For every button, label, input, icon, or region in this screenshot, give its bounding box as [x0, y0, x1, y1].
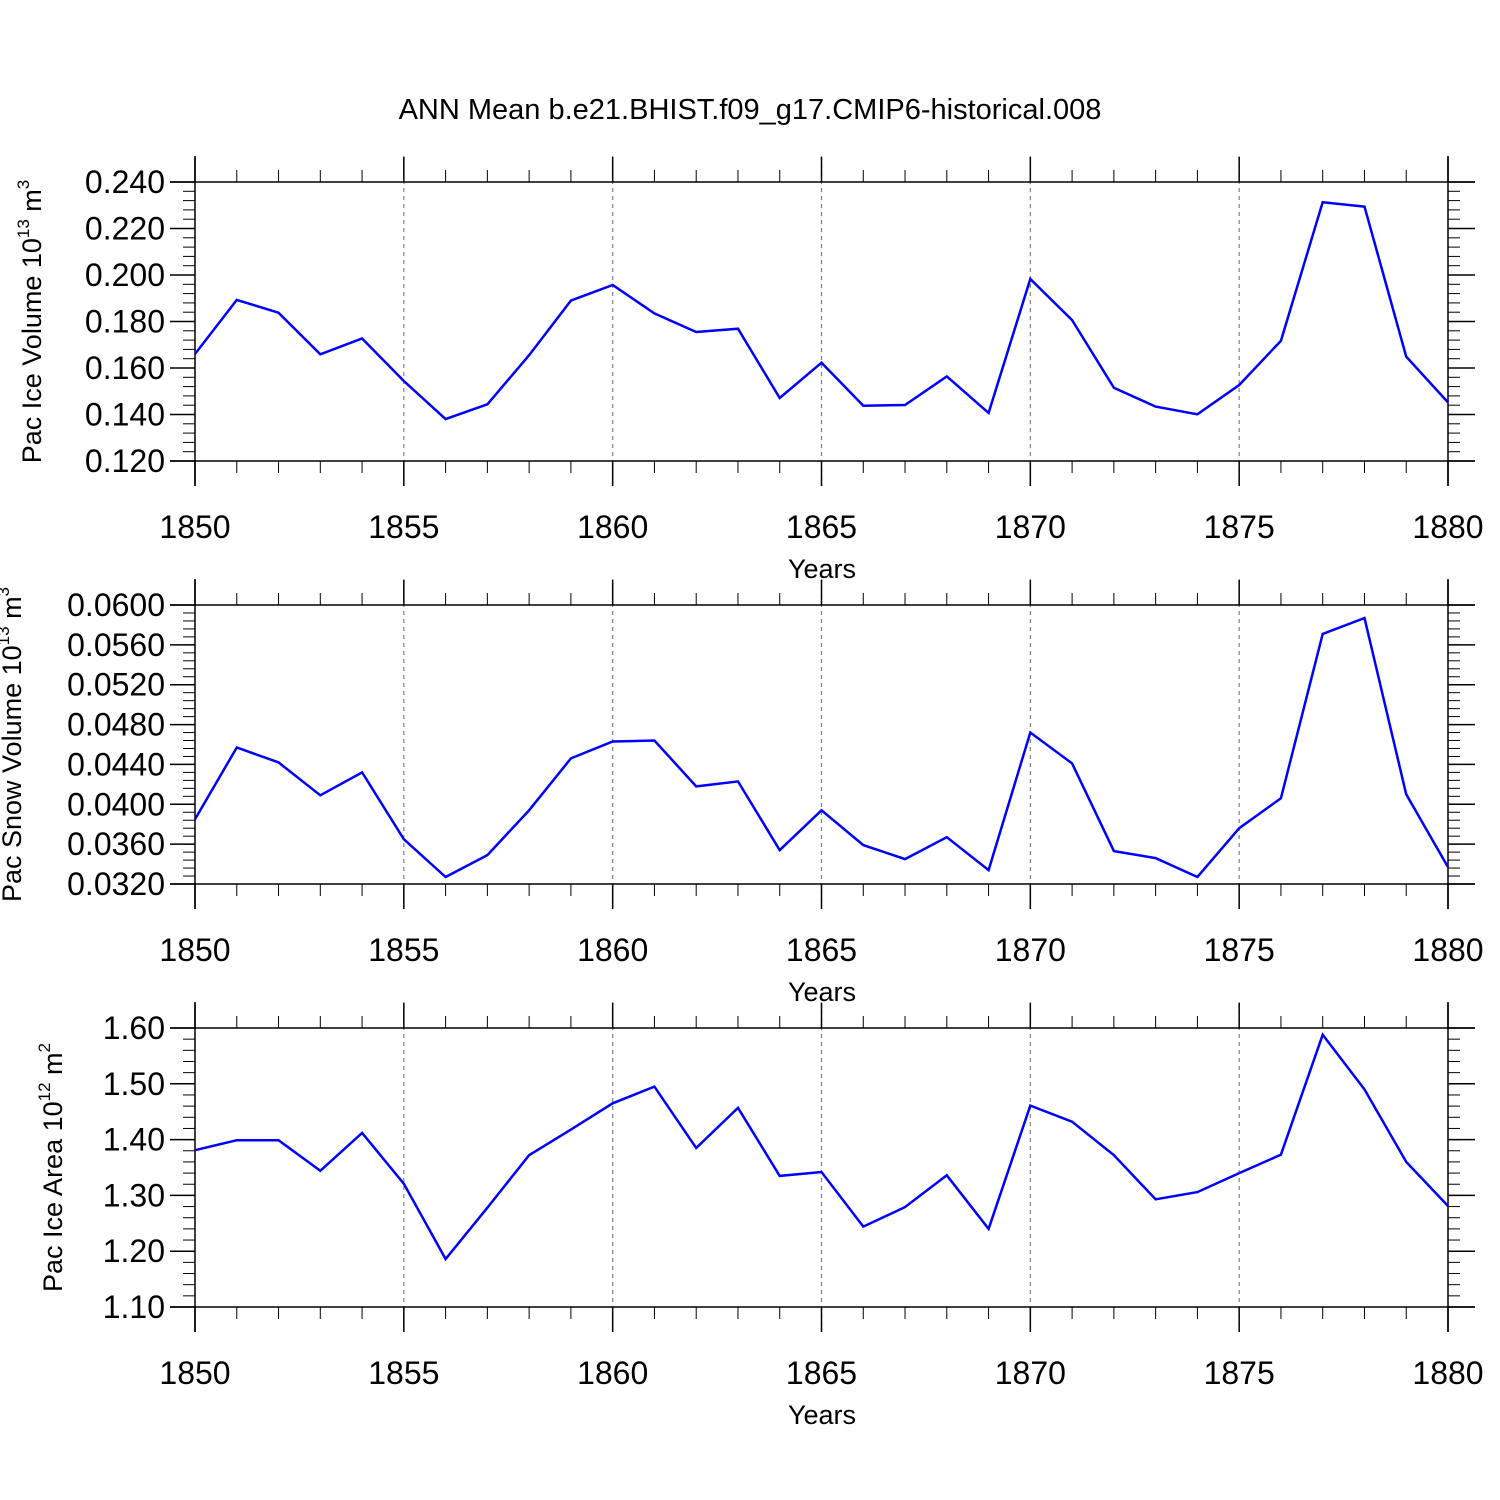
y-axis-label: Pac Snow Volume 1013 m3: [0, 587, 27, 902]
y-tick-label: 0.0560: [67, 627, 165, 663]
x-tick-label: 1855: [368, 932, 439, 968]
x-tick-label: 1875: [1204, 509, 1275, 545]
x-tick-label: 1870: [995, 509, 1066, 545]
figure-title: ANN Mean b.e21.BHIST.f09_g17.CMIP6-histo…: [399, 94, 1102, 126]
y-tick-label: 0.0480: [67, 707, 165, 743]
series-line: [194, 200, 1449, 421]
x-tick-label: 1875: [1204, 932, 1275, 968]
y-tick-label: 0.200: [85, 257, 165, 293]
y-tick-label: 0.0520: [67, 667, 165, 703]
y-tick-label: 0.0360: [67, 826, 165, 862]
panel-3: 1.10 1.20 1.30 1.40 1.50 1.60 1850 1855 1860 1865…: [35, 1002, 1484, 1430]
y-tick-label: 0.0400: [67, 786, 165, 822]
y-tick-label: 1.40: [103, 1122, 165, 1158]
x-tick-label: 1870: [995, 932, 1066, 968]
x-tick-label: 1865: [786, 509, 857, 545]
x-tick-label: 1870: [995, 1355, 1066, 1391]
y-tick-label: 0.0320: [67, 866, 165, 902]
x-tick-label: 1880: [1412, 1355, 1483, 1391]
x-tick-label: 1850: [159, 509, 230, 545]
x-tick-label: 1850: [159, 1355, 230, 1391]
y-tick-label: 0.180: [85, 304, 165, 340]
y-tick-label: 1.60: [103, 1010, 165, 1046]
y-axis-label: Pac Ice Area 1012 m2: [35, 1043, 68, 1292]
series-line: [194, 1032, 1449, 1262]
y-tick-label: 1.10: [103, 1289, 165, 1325]
x-tick-label: 1855: [368, 1355, 439, 1391]
x-tick-label: 1855: [368, 509, 439, 545]
x-tick-label: 1860: [577, 932, 648, 968]
x-tick-label: 1860: [577, 509, 648, 545]
y-tick-label: 1.50: [103, 1066, 165, 1102]
x-tick-label: 1860: [577, 1355, 648, 1391]
x-tick-label: 1880: [1412, 509, 1483, 545]
x-tick-label: 1865: [786, 932, 857, 968]
y-tick-label: 0.0600: [67, 587, 165, 623]
y-tick-label: 0.240: [85, 164, 165, 200]
series-line: [193, 616, 1450, 879]
y-tick-label: 1.20: [103, 1233, 165, 1269]
y-tick-label: 0.140: [85, 397, 165, 433]
x-tick-label: 1850: [159, 932, 230, 968]
y-tick-label: 0.120: [85, 443, 165, 479]
y-tick-label: 0.0440: [67, 746, 165, 782]
x-tick-label: 1865: [786, 1355, 857, 1391]
x-tick-label: 1875: [1204, 1355, 1275, 1391]
y-tick-label: 0.220: [85, 211, 165, 247]
x-axis-label: Years: [788, 1400, 856, 1430]
x-tick-label: 1880: [1412, 932, 1483, 968]
y-tick-label: 0.160: [85, 350, 165, 386]
y-axis-label: Pac Ice Volume 1013 m3: [14, 180, 47, 464]
y-tick-label: 1.30: [103, 1177, 165, 1213]
panel-1: 0.120 0.140 0.160 0.180 0.200 0.220 0.240 1850 1…: [14, 156, 1484, 584]
